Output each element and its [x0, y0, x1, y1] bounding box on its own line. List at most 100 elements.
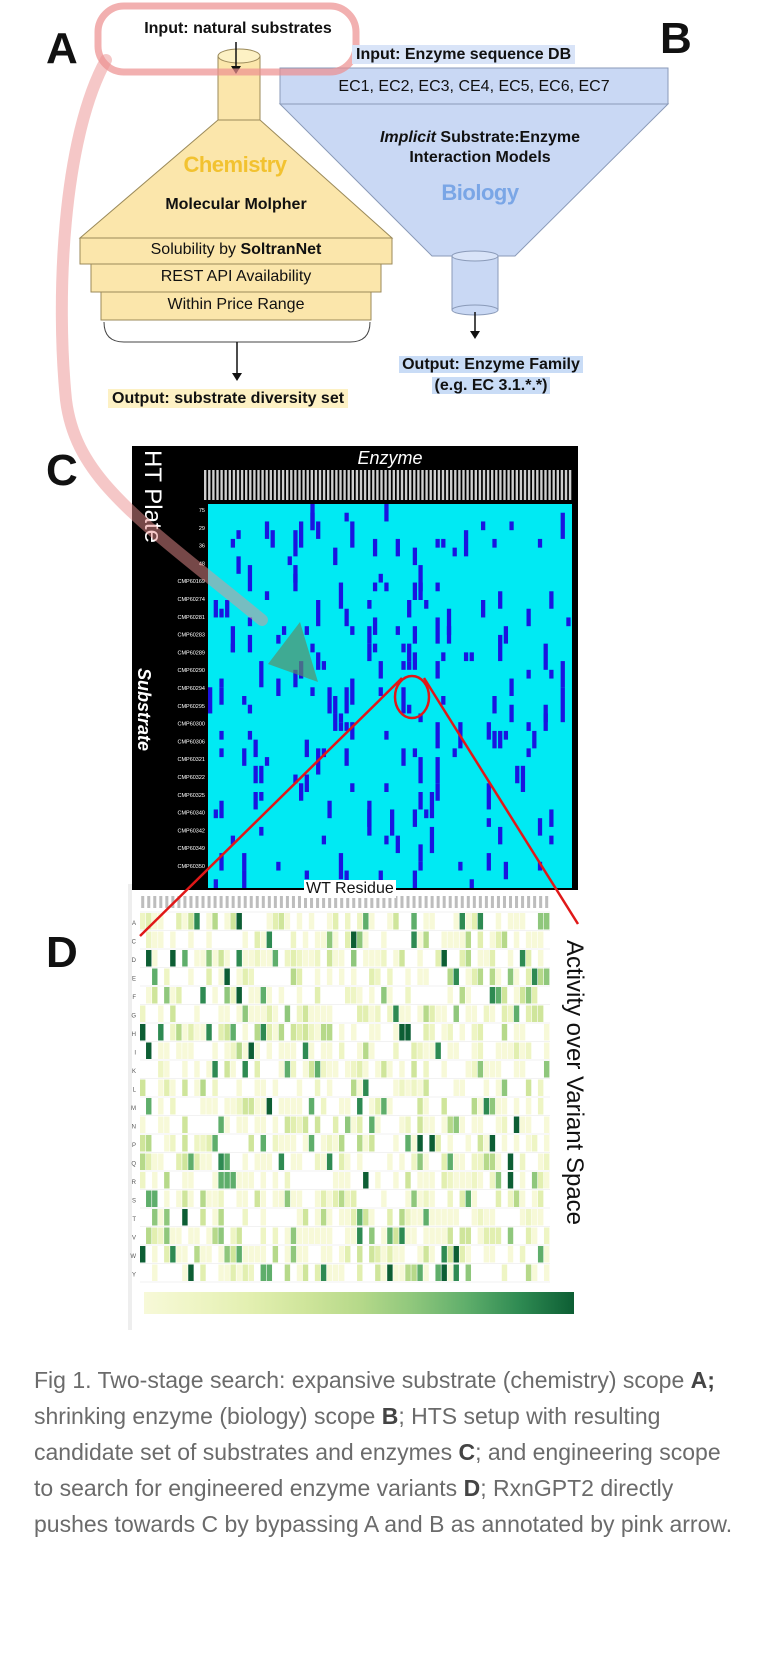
variant-cell [260, 1135, 267, 1152]
variant-cell [200, 1246, 206, 1263]
amino-acid-label: H [132, 1032, 136, 1038]
hit-cell [344, 722, 349, 731]
enzyme-id-tick [454, 470, 457, 500]
variant-cell [242, 1116, 248, 1133]
hit-cell [424, 809, 429, 819]
variant-cell [507, 968, 514, 985]
variant-cell [176, 987, 182, 1004]
variant-cell [411, 1135, 417, 1152]
variant-cell [459, 1024, 465, 1041]
variant-cell [519, 1190, 526, 1207]
variant-cell [453, 1116, 459, 1133]
variant-cell [248, 1042, 254, 1059]
hit-cell [418, 757, 423, 784]
variant-cell [513, 1135, 520, 1152]
enzyme-id-tick [322, 470, 326, 500]
variant-cell [218, 1005, 224, 1022]
hit-cell [407, 661, 412, 670]
variant-cell [405, 1024, 411, 1041]
hit-cell [446, 626, 452, 644]
variant-cell [272, 1005, 279, 1022]
variant-cell [543, 1024, 550, 1041]
substrate-output-label: Output: substrate diversity set [108, 389, 349, 408]
variant-cell [537, 950, 544, 967]
variant-cell [405, 1172, 411, 1189]
variant-cell [140, 1153, 146, 1170]
hit-cell [293, 573, 298, 592]
variant-cell [200, 1098, 206, 1115]
hit-cell [247, 565, 253, 592]
variant-cell [471, 1153, 478, 1170]
variant-cell [212, 1135, 218, 1152]
variant-cell [483, 1098, 490, 1115]
hit-cell [299, 521, 304, 548]
hit-cell [384, 582, 389, 592]
variant-cell [537, 1153, 544, 1170]
variant-cell [218, 1227, 224, 1244]
variant-cell [266, 1005, 273, 1022]
variant-cell [483, 1209, 490, 1226]
variant-cell [290, 1153, 297, 1170]
hit-cell [520, 765, 526, 792]
residue-id-tick [249, 896, 253, 908]
substrate-row-label: CMP60281 [177, 615, 205, 621]
variant-cell [284, 1098, 291, 1115]
hit-cell [424, 600, 429, 609]
variant-cell [266, 1024, 273, 1041]
variant-cell [230, 1227, 236, 1244]
variant-cell [248, 1135, 254, 1152]
hit-cell [230, 643, 236, 653]
variant-cell [140, 1135, 146, 1152]
variant-cell [417, 1246, 423, 1263]
variant-cell [501, 931, 508, 948]
variant-cell [471, 1172, 478, 1189]
variant-cell [453, 1172, 459, 1189]
variant-cell [176, 1042, 182, 1059]
variant-cell [429, 1135, 435, 1152]
variant-cell [483, 1246, 490, 1263]
variant-cell [369, 1246, 375, 1263]
variant-cell [357, 1264, 363, 1281]
variant-cell [242, 1024, 248, 1041]
variant-cell [387, 1227, 393, 1244]
variant-cell [345, 1246, 351, 1263]
variant-cell [495, 1061, 502, 1078]
variant-cell [194, 1024, 200, 1041]
variant-cell [465, 968, 472, 985]
enzyme-id-tick [433, 470, 436, 500]
variant-cell [272, 950, 279, 967]
variant-cell [405, 1209, 411, 1226]
amino-acid-label: N [132, 1124, 136, 1130]
variant-cell [537, 1079, 544, 1096]
variant-cell [242, 950, 248, 967]
variant-cell [164, 1079, 170, 1096]
variant-cell [224, 1246, 230, 1263]
variant-cell [170, 1227, 176, 1244]
variant-cell [272, 1135, 279, 1152]
variant-cell [363, 950, 369, 967]
hit-cell [418, 582, 423, 600]
variant-cell [320, 1264, 327, 1281]
variant-cell [345, 1227, 351, 1244]
variant-cell [326, 1153, 333, 1170]
hit-cell [327, 800, 332, 819]
variant-cell [417, 950, 423, 967]
variant-cell [152, 1190, 158, 1207]
variant-cell [447, 968, 453, 985]
variant-cell [531, 931, 538, 948]
variant-cell [326, 1042, 333, 1059]
hit-cell [549, 669, 554, 679]
substrate-row-label: CMP60325 [177, 793, 205, 799]
variant-cell [411, 1153, 417, 1170]
variant-cell [332, 913, 339, 930]
variant-cell [525, 1116, 532, 1133]
variant-cell [224, 1042, 230, 1059]
variant-cell [296, 1024, 303, 1041]
variant-cell [254, 931, 260, 948]
variant-cell [453, 913, 459, 930]
variant-cell [158, 1153, 164, 1170]
variant-cell [224, 1061, 230, 1078]
variant-cell [483, 1153, 490, 1170]
variant-cell [176, 1227, 182, 1244]
variant-cell [441, 1209, 447, 1226]
